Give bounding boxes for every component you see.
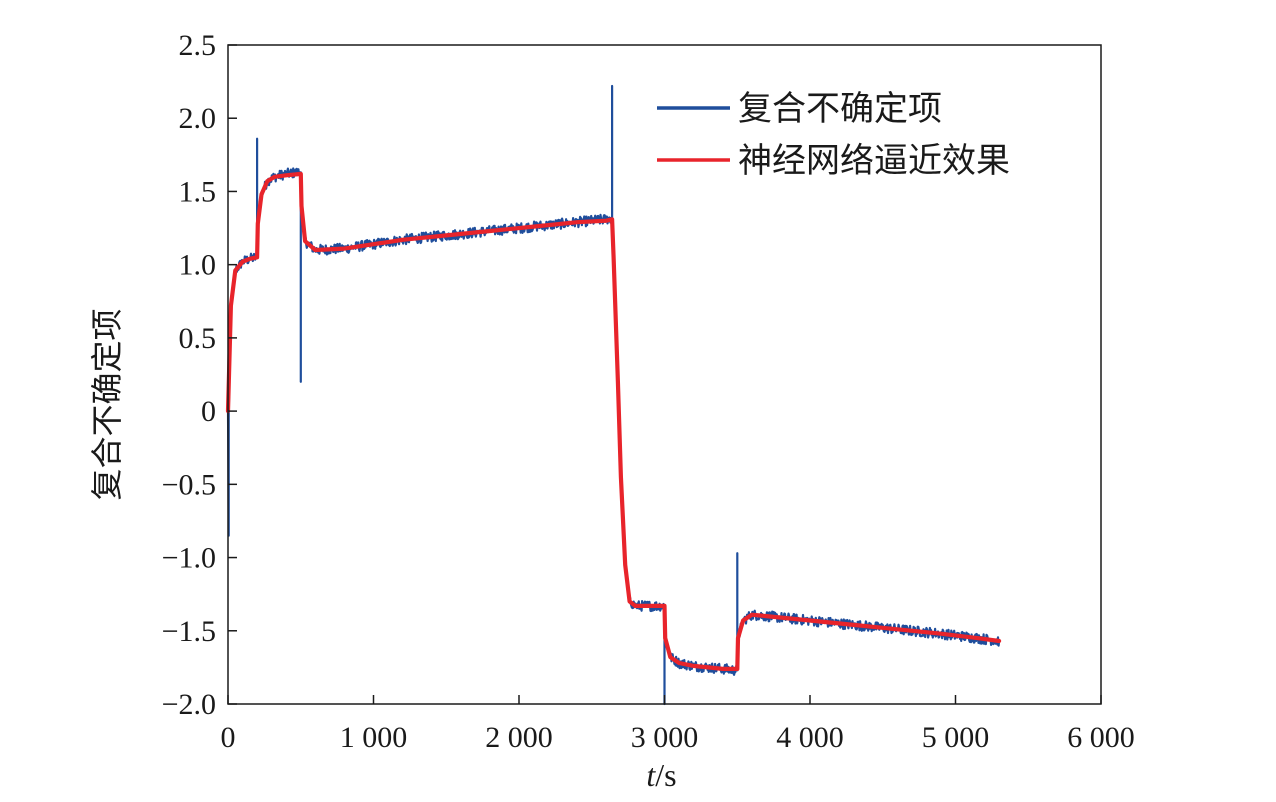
x-tick-label: 2 000: [485, 721, 553, 754]
y-tick-label: 2.5: [179, 29, 217, 62]
x-axis-label-var: t: [646, 757, 656, 793]
y-tick-label: 0.5: [179, 322, 217, 355]
y-axis-label: 复合不确定项: [89, 308, 125, 500]
x-tick-label: 3 000: [631, 721, 699, 754]
series-layer: [225, 84, 1002, 706]
x-tick-label: 6 000: [1067, 721, 1135, 754]
legend-label: 复合不确定项: [738, 90, 942, 128]
y-tick-label: 1.0: [179, 249, 217, 282]
x-tick-label: 4 000: [776, 721, 844, 754]
ticks-layer: 0 1 000 2 000 3 000 4 000 5 000 6 000 2.5 2.0 1.5…: [162, 29, 1135, 754]
legend-label: 神经网络逼近效果: [738, 142, 1010, 180]
x-tick-label: 0: [221, 721, 236, 754]
y-tick-label: −0.5: [162, 468, 216, 501]
x-axis-label-unit: /s: [655, 757, 676, 793]
x-axis-label: t/s: [646, 757, 676, 793]
y-tick-label: 2.0: [179, 102, 217, 135]
series-line-1: [225, 171, 1002, 671]
y-tick-label: 0: [201, 395, 216, 428]
y-tick-label: −1.5: [162, 615, 216, 648]
x-tick-label: 1 000: [340, 721, 408, 754]
y-tick-label: 1.5: [179, 175, 217, 208]
x-tick-label: 5 000: [922, 721, 990, 754]
y-tick-label: −2.0: [162, 688, 216, 721]
y-tick-label: −1.0: [162, 542, 216, 575]
